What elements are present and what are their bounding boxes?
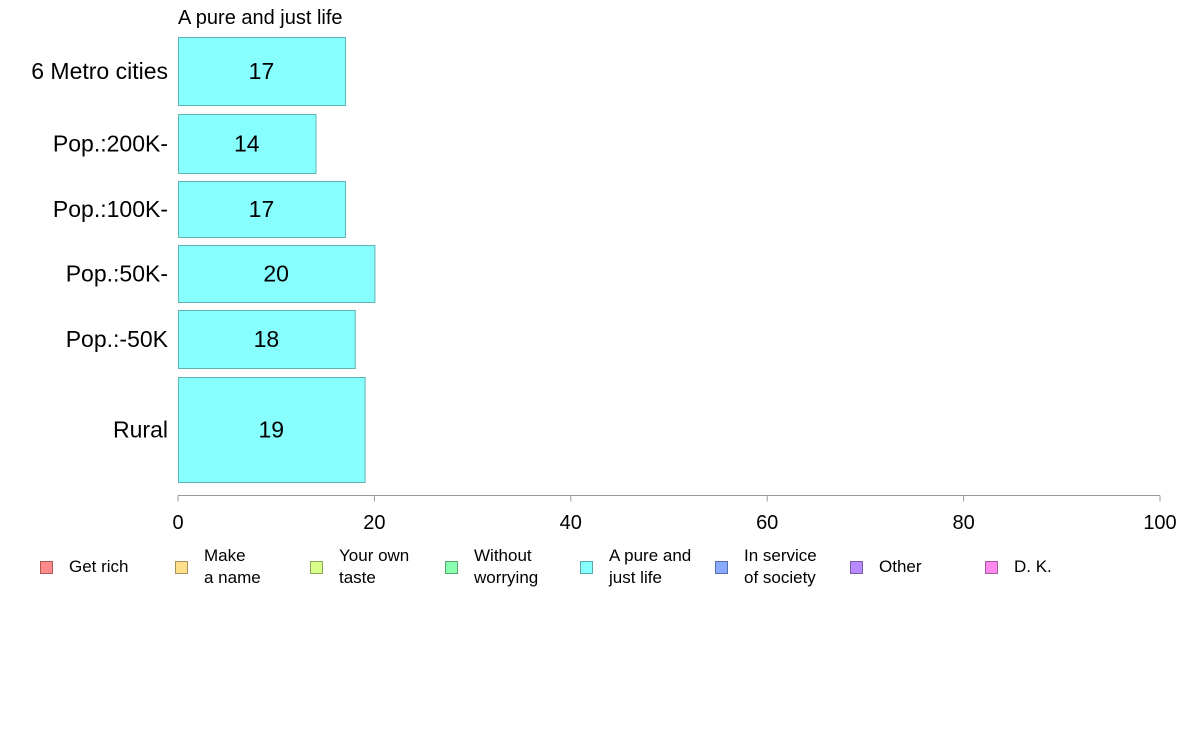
legend-label: Without worrying [474,546,539,587]
legend-item: Your own taste [310,544,409,590]
data-label: 17 [249,58,275,84]
category-label: Pop.:-50K [66,326,169,352]
category-label: Pop.:100K- [53,196,168,222]
data-label: 19 [258,417,284,443]
bar [178,377,366,483]
x-tick-label: 60 [756,512,778,534]
x-axis: 0 20 40 60 80 100 [172,495,1177,534]
category-label: Pop.:50K- [66,261,168,287]
bar [178,245,376,303]
x-tick-label: 40 [560,512,582,534]
bar [178,37,346,106]
legend-label: A pure and just life [609,546,692,587]
category-label: 6 Metro cities [31,58,168,84]
legend-label: D. K. [1014,557,1052,576]
bar [178,181,346,238]
chart-title: A pure and just life [178,7,343,29]
legend-item: Get rich [40,544,129,590]
legend-item: Other [850,544,922,590]
category-label: Pop.:200K- [53,131,168,157]
bar [178,114,317,174]
legend-item: D. K. [985,544,1052,590]
x-tick-label: 80 [952,512,974,534]
legend-swatch [40,560,53,574]
legend-item: Without worrying [445,544,538,590]
data-label: 17 [249,196,275,222]
bar [178,310,356,369]
legend-label: Get rich [69,557,129,576]
bar-chart: A pure and just life 6 Metro cities 17 Pop… [31,7,1177,534]
legend-swatch [580,560,593,574]
legend-swatch [985,560,998,574]
legend-item: In service of society [715,544,817,590]
legend-label: Make a name [204,546,261,587]
x-tick-label: 20 [363,512,385,534]
legend: Get rich Make a name Your own taste Without… [0,544,1188,594]
legend-item: Make a name [175,544,261,590]
legend-swatch [175,560,188,574]
data-label: 14 [234,131,260,157]
bars-group: 6 Metro cities 17 Pop.:200K- 14 Pop.:100K- 17… [31,37,376,483]
category-label: Rural [113,417,168,443]
legend-swatch [310,560,323,574]
x-tick-label: 100 [1143,512,1176,534]
legend-label: In service of society [744,546,817,587]
legend-item: A pure and just life [580,544,691,590]
legend-swatch [850,560,863,574]
legend-swatch [445,560,458,574]
x-tick-label: 0 [172,512,183,534]
legend-label: Your own taste [339,546,410,587]
legend-label: Other [879,557,922,576]
legend-swatch [715,560,728,574]
data-label: 18 [254,326,280,352]
data-label: 20 [263,261,289,287]
